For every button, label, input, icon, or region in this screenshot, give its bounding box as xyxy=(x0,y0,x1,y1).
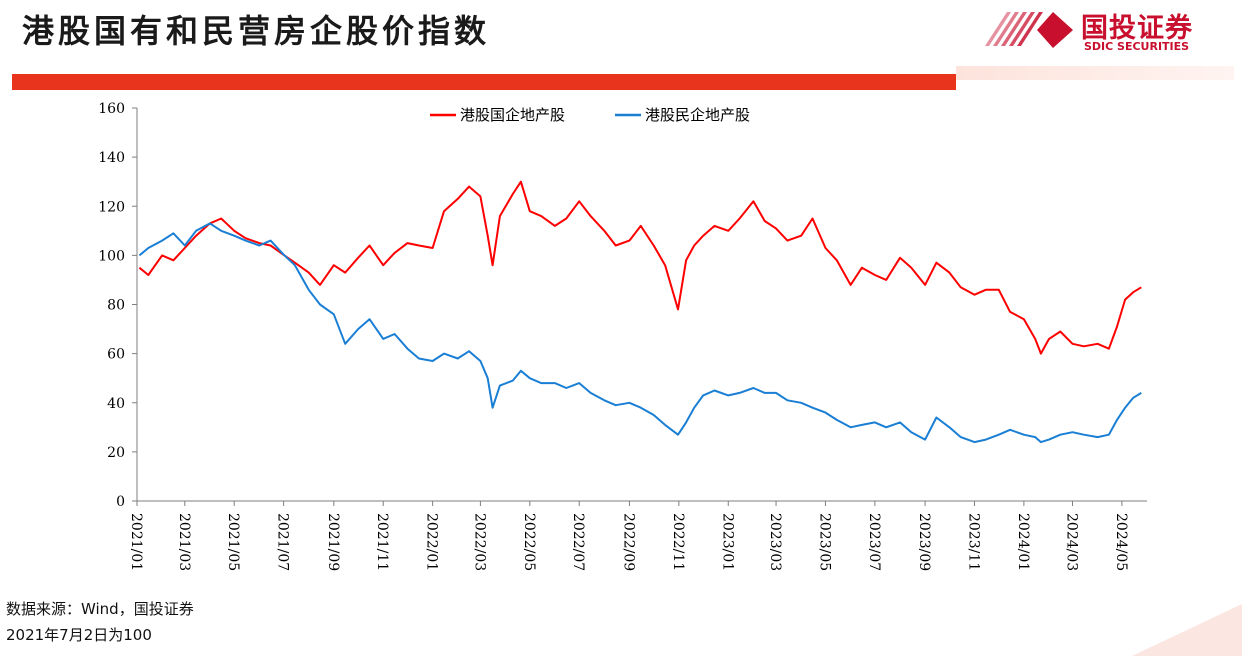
series-line-1 xyxy=(138,180,1142,355)
corner-decoration xyxy=(1132,604,1242,656)
y-tick-label: 120 xyxy=(98,199,125,215)
y-tick-label: 0 xyxy=(116,494,125,510)
line-chart: 0 20 40 60 80 100 120 140 160 2021/01 2021/03 2021/… xyxy=(98,101,1147,571)
y-tick-label: 60 xyxy=(107,347,125,363)
chart-axes: 0 20 40 60 80 100 120 140 160 2021/01 2021/03 2021/… xyxy=(98,101,1147,571)
x-tick-label: 2022/05 xyxy=(521,513,537,571)
y-tick-label: 100 xyxy=(98,248,125,264)
x-tick-label: 2024/05 xyxy=(1113,513,1129,571)
x-tick-label: 2023/11 xyxy=(965,513,981,571)
x-tick-label: 2023/09 xyxy=(916,513,932,571)
x-tick-label: 2021/05 xyxy=(225,513,241,571)
legend-label-2: 港股民企地产股 xyxy=(645,106,750,124)
x-tick-label: 2023/03 xyxy=(767,513,783,571)
logo-text-cn: 国投证券 xyxy=(1081,13,1193,44)
x-tick-label: 2021/09 xyxy=(325,513,341,571)
x-tick-label: 2024/03 xyxy=(1063,513,1079,571)
x-tick-label: 2022/11 xyxy=(670,513,686,571)
source-note: 数据来源：Wind，国投证券 xyxy=(6,600,194,618)
logo-stripes-icon xyxy=(985,12,1073,48)
y-tick-label: 40 xyxy=(107,396,125,412)
y-tick-label: 20 xyxy=(107,445,125,461)
page-title: 港股国有和民营房企股价指数 xyxy=(22,12,491,50)
x-tick-label: 2022/01 xyxy=(424,513,440,571)
x-tick-label: 2021/11 xyxy=(374,513,390,571)
x-tick-label: 2022/03 xyxy=(471,513,487,571)
x-tick-label: 2023/07 xyxy=(866,513,882,571)
x-tick-label: 2022/07 xyxy=(570,513,586,571)
base-note: 2021年7月2日为100 xyxy=(6,626,152,644)
title-underline-fade xyxy=(956,66,1234,80)
title-underline-bar xyxy=(12,74,956,90)
logo-text-en: SDIC SECURITIES xyxy=(1084,40,1190,53)
x-tick-label: 2021/07 xyxy=(275,513,291,571)
x-tick-label: 2023/05 xyxy=(816,513,832,571)
chart-legend: 港股国企地产股 港股民企地产股 xyxy=(430,106,750,124)
x-tick-label: 2021/01 xyxy=(128,513,144,571)
x-tick-label: 2023/01 xyxy=(719,513,735,571)
y-tick-label: 160 xyxy=(98,101,125,117)
chart-lines xyxy=(138,180,1142,444)
x-tick-label: 2024/01 xyxy=(1015,513,1031,571)
x-tick-label: 2022/09 xyxy=(620,513,636,571)
series-line-2 xyxy=(138,222,1142,444)
company-logo: 国投证券 SDIC SECURITIES xyxy=(985,6,1235,56)
y-tick-label: 80 xyxy=(107,298,125,314)
x-tick-label: 2021/03 xyxy=(176,513,192,571)
y-tick-label: 140 xyxy=(98,150,125,166)
legend-label-1: 港股国企地产股 xyxy=(460,106,565,124)
